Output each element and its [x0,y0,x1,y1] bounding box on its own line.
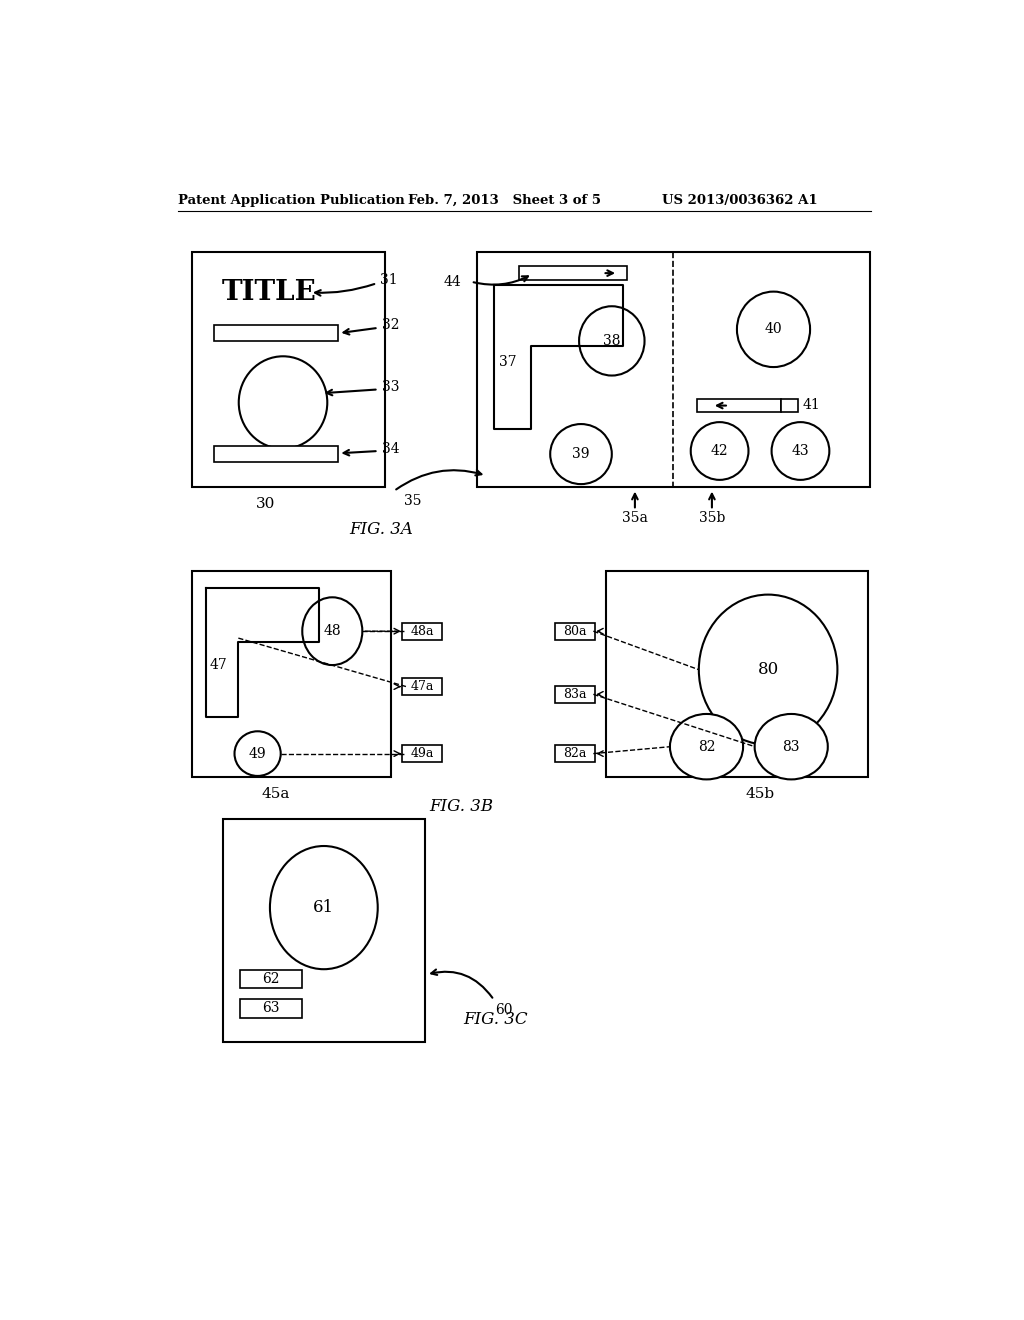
Text: TITLE: TITLE [222,279,316,306]
Text: 61: 61 [313,899,335,916]
Bar [240,970,301,989]
Text: 37: 37 [499,355,517,368]
Text: US 2013/0036362 A1: US 2013/0036362 A1 [662,194,817,207]
Text: 40: 40 [765,322,782,337]
Bar [555,686,595,702]
Text: 31: 31 [380,273,397,286]
Text: 33: 33 [382,380,399,395]
Bar [214,326,339,341]
Text: 82a: 82a [563,747,587,760]
Bar [223,818,425,1043]
Text: 63: 63 [262,1002,280,1015]
Text: 35b: 35b [698,511,725,525]
Bar [402,678,442,696]
Ellipse shape [239,356,328,449]
Bar [606,572,868,777]
Bar [214,446,339,462]
Text: 45b: 45b [745,788,775,801]
Text: FIG. 3C: FIG. 3C [463,1011,527,1028]
Text: 35a: 35a [622,511,648,525]
Text: 32: 32 [382,318,399,333]
Bar [555,744,595,762]
Text: 47: 47 [210,659,227,672]
Text: 34: 34 [382,442,399,455]
Text: FIG. 3B: FIG. 3B [430,799,494,816]
Bar [781,399,798,412]
Text: 48a: 48a [411,624,434,638]
Ellipse shape [670,714,743,779]
Text: 39: 39 [572,447,590,461]
Ellipse shape [772,422,829,480]
Text: 44: 44 [444,275,462,289]
Text: 48: 48 [324,624,341,638]
Text: FIG. 3A: FIG. 3A [349,521,413,539]
Bar [477,252,869,487]
Text: Feb. 7, 2013   Sheet 3 of 5: Feb. 7, 2013 Sheet 3 of 5 [408,194,601,207]
Text: 83: 83 [782,739,800,754]
Ellipse shape [234,731,281,776]
Ellipse shape [698,594,838,744]
Bar [193,252,385,487]
Bar [519,267,628,280]
Text: 38: 38 [603,334,621,348]
Bar [402,744,442,762]
Text: 45a: 45a [262,788,290,801]
Bar [193,572,391,777]
Text: 30: 30 [256,498,275,511]
Text: 80: 80 [758,661,778,678]
Text: 43: 43 [792,444,809,458]
Ellipse shape [580,306,644,376]
Ellipse shape [270,846,378,969]
Bar [240,999,301,1018]
Ellipse shape [302,597,362,665]
Text: 80a: 80a [563,624,587,638]
Text: 47a: 47a [411,680,434,693]
Ellipse shape [755,714,827,779]
Text: 35: 35 [403,494,422,508]
Ellipse shape [737,292,810,367]
Text: 83a: 83a [563,688,587,701]
Text: 60: 60 [496,1003,513,1016]
Text: 62: 62 [262,973,280,986]
Text: 49a: 49a [411,747,434,760]
Bar [696,399,781,412]
Text: 42: 42 [711,444,728,458]
Text: 82: 82 [697,739,716,754]
Text: Patent Application Publication: Patent Application Publication [178,194,406,207]
Text: 41: 41 [803,397,820,412]
Bar [555,623,595,640]
Ellipse shape [691,422,749,480]
Text: 49: 49 [249,747,266,760]
Ellipse shape [550,424,611,484]
Bar [402,623,442,640]
